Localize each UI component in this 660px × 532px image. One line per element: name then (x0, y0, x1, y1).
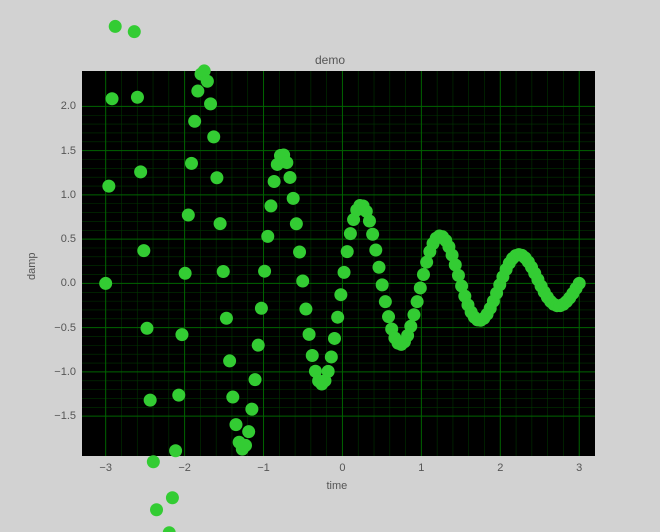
x-tick-label: −1 (257, 462, 270, 474)
x-axis-label: time (327, 480, 348, 492)
y-tick-label: 2.0 (42, 100, 76, 112)
chart-title: demo (0, 53, 660, 67)
x-tick-label: 0 (339, 462, 345, 474)
y-tick-label: 1.5 (42, 145, 76, 157)
y-tick-label: −1.5 (42, 410, 76, 422)
x-tick-label: 2 (497, 462, 503, 474)
x-tick-label: 3 (576, 462, 582, 474)
plot-svg (82, 71, 595, 456)
y-tick-label: 0.5 (42, 233, 76, 245)
y-tick-label: −1.0 (42, 366, 76, 378)
y-tick-label: 1.0 (42, 189, 76, 201)
x-tick-label: −3 (99, 462, 112, 474)
y-tick-label: −0.5 (42, 322, 76, 334)
y-tick-label: 0.0 (42, 277, 76, 289)
x-tick-label: −2 (178, 462, 191, 474)
x-tick-label: 1 (418, 462, 424, 474)
figure: demo damp time −3 −2 −1 0 1 2 3 −1.5 −1.0 −0.5 0.0… (0, 0, 660, 532)
y-axis-label: damp (26, 252, 38, 280)
